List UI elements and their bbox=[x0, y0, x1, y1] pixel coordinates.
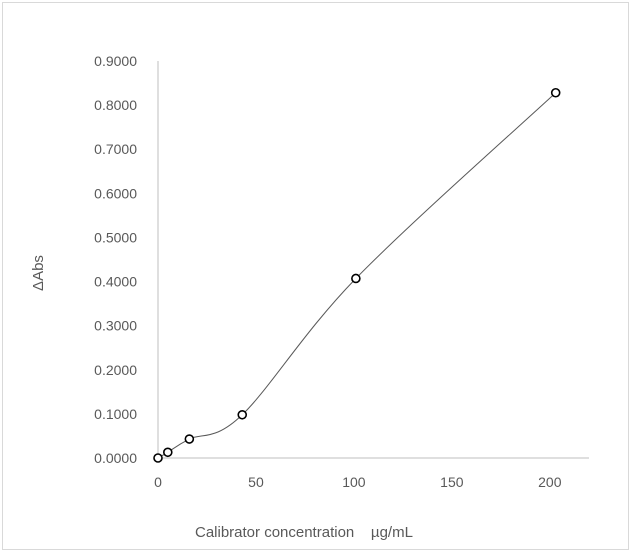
x-tick-label: 0 bbox=[154, 474, 162, 490]
x-tick-label: 150 bbox=[440, 474, 464, 490]
data-point bbox=[237, 409, 248, 420]
chart-area: 0.0000 0.1000 0.2000 0.3000 0.4000 0.5000 0.60… bbox=[2, 2, 629, 550]
y-tick-label: 0.2000 bbox=[94, 362, 137, 378]
y-tick-label: 0.8000 bbox=[94, 97, 137, 113]
x-tick-label: 50 bbox=[248, 474, 264, 490]
y-tick-label: 0.1000 bbox=[94, 406, 137, 422]
calibration-chart: 0.0000 0.1000 0.2000 0.3000 0.4000 0.5000 0.60… bbox=[30, 53, 589, 541]
data-point bbox=[184, 434, 195, 444]
y-tick-label: 0.9000 bbox=[94, 53, 137, 69]
y-tick-label: 0.3000 bbox=[94, 318, 137, 334]
data-point bbox=[153, 453, 163, 463]
x-tick-label: 100 bbox=[342, 474, 366, 490]
y-tick-label: 0.4000 bbox=[94, 274, 137, 290]
x-axis-title: Calibrator concentration µg/mL bbox=[195, 524, 413, 541]
y-tick-label: 0.0000 bbox=[94, 450, 137, 466]
data-points bbox=[153, 87, 561, 463]
y-tick-label: 0.5000 bbox=[94, 229, 137, 245]
x-tick-labels: 0 50 100 150 200 bbox=[154, 474, 562, 490]
data-point bbox=[550, 87, 561, 98]
data-point bbox=[351, 273, 361, 284]
y-axis-title: ΔAbs bbox=[30, 255, 47, 291]
y-tick-label: 0.6000 bbox=[94, 185, 137, 201]
y-tick-labels: 0.0000 0.1000 0.2000 0.3000 0.4000 0.5000 0.60… bbox=[94, 53, 137, 466]
x-tick-label: 200 bbox=[538, 474, 562, 490]
axes bbox=[157, 61, 589, 459]
y-tick-label: 0.7000 bbox=[94, 141, 137, 157]
data-point bbox=[162, 447, 173, 458]
